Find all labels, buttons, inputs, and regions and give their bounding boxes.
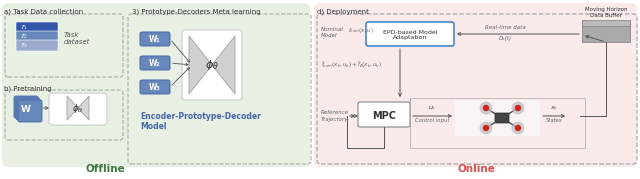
Text: $\phi_{\theta}$: $\phi_{\theta}$ [205,58,219,72]
Text: $\hat{f}_{nom}(x_k, u_k) + \hat{f}_{\Delta}(x_k, u_k)$: $\hat{f}_{nom}(x_k, u_k) + \hat{f}_{\Del… [321,60,382,70]
FancyBboxPatch shape [2,3,310,167]
Text: EPD-based Model
Adaptation: EPD-based Model Adaptation [383,30,437,40]
Text: W₂: W₂ [149,59,161,67]
FancyBboxPatch shape [16,31,58,42]
FancyBboxPatch shape [16,98,40,120]
FancyBboxPatch shape [140,80,170,94]
FancyBboxPatch shape [182,30,242,100]
Text: Dₖ(t): Dₖ(t) [499,36,511,41]
Text: MPC: MPC [372,111,396,121]
Text: W: W [21,105,31,113]
Bar [582,22,630,42]
Circle shape [483,105,488,110]
FancyBboxPatch shape [14,96,38,118]
FancyBboxPatch shape [358,102,410,127]
Text: Real-time data: Real-time data [484,25,525,30]
Text: a) Task Data collection: a) Task Data collection [4,8,83,14]
Text: Offline: Offline [85,164,125,174]
Circle shape [512,122,524,134]
Text: Control input: Control input [415,118,449,123]
Text: $\mathcal{T}_3$: $\mathcal{T}_3$ [20,41,28,50]
Text: $u_k$: $u_k$ [428,104,436,112]
Text: b) Pretraining: b) Pretraining [4,85,52,91]
FancyBboxPatch shape [455,100,540,136]
Polygon shape [78,96,89,120]
Circle shape [480,122,492,134]
Text: Task
dataset: Task dataset [64,32,90,45]
Text: Nominal: Nominal [321,27,344,32]
Text: Encoder-Prototype-Decoder
Model: Encoder-Prototype-Decoder Model [140,112,261,131]
Polygon shape [212,36,235,94]
Text: $\phi_{\theta}$: $\phi_{\theta}$ [72,101,84,115]
Circle shape [515,125,520,130]
FancyBboxPatch shape [18,100,42,122]
FancyBboxPatch shape [314,3,637,167]
Text: W₃: W₃ [149,83,161,91]
Text: $x_k$: $x_k$ [550,104,558,112]
Bar [582,20,630,26]
Text: 3) Prototype-Decoders Meta learning: 3) Prototype-Decoders Meta learning [132,8,260,14]
Circle shape [480,102,492,114]
Circle shape [515,105,520,110]
Text: d) Deployment: d) Deployment [317,8,369,14]
FancyBboxPatch shape [49,93,107,125]
FancyBboxPatch shape [495,113,509,123]
Circle shape [512,102,524,114]
FancyBboxPatch shape [16,22,58,33]
FancyBboxPatch shape [140,56,170,70]
Text: Reference
Trajectory: Reference Trajectory [321,110,349,122]
Polygon shape [67,96,78,120]
Text: $f_{nom}(x, u)$: $f_{nom}(x, u)$ [348,25,374,35]
Text: Online: Online [457,164,495,174]
Text: Moving Horizon
Data Buffer: Moving Horizon Data Buffer [585,7,627,18]
Text: $\mathcal{T}_1$: $\mathcal{T}_1$ [20,23,28,32]
Polygon shape [189,36,212,94]
Circle shape [483,125,488,130]
FancyBboxPatch shape [140,32,170,46]
FancyBboxPatch shape [16,40,58,51]
Text: States: States [546,118,563,123]
Text: Model: Model [321,33,337,38]
Text: W₁: W₁ [149,35,161,43]
Bar [410,98,585,148]
FancyBboxPatch shape [366,22,454,46]
Text: $\mathcal{T}_2$: $\mathcal{T}_2$ [20,32,28,42]
